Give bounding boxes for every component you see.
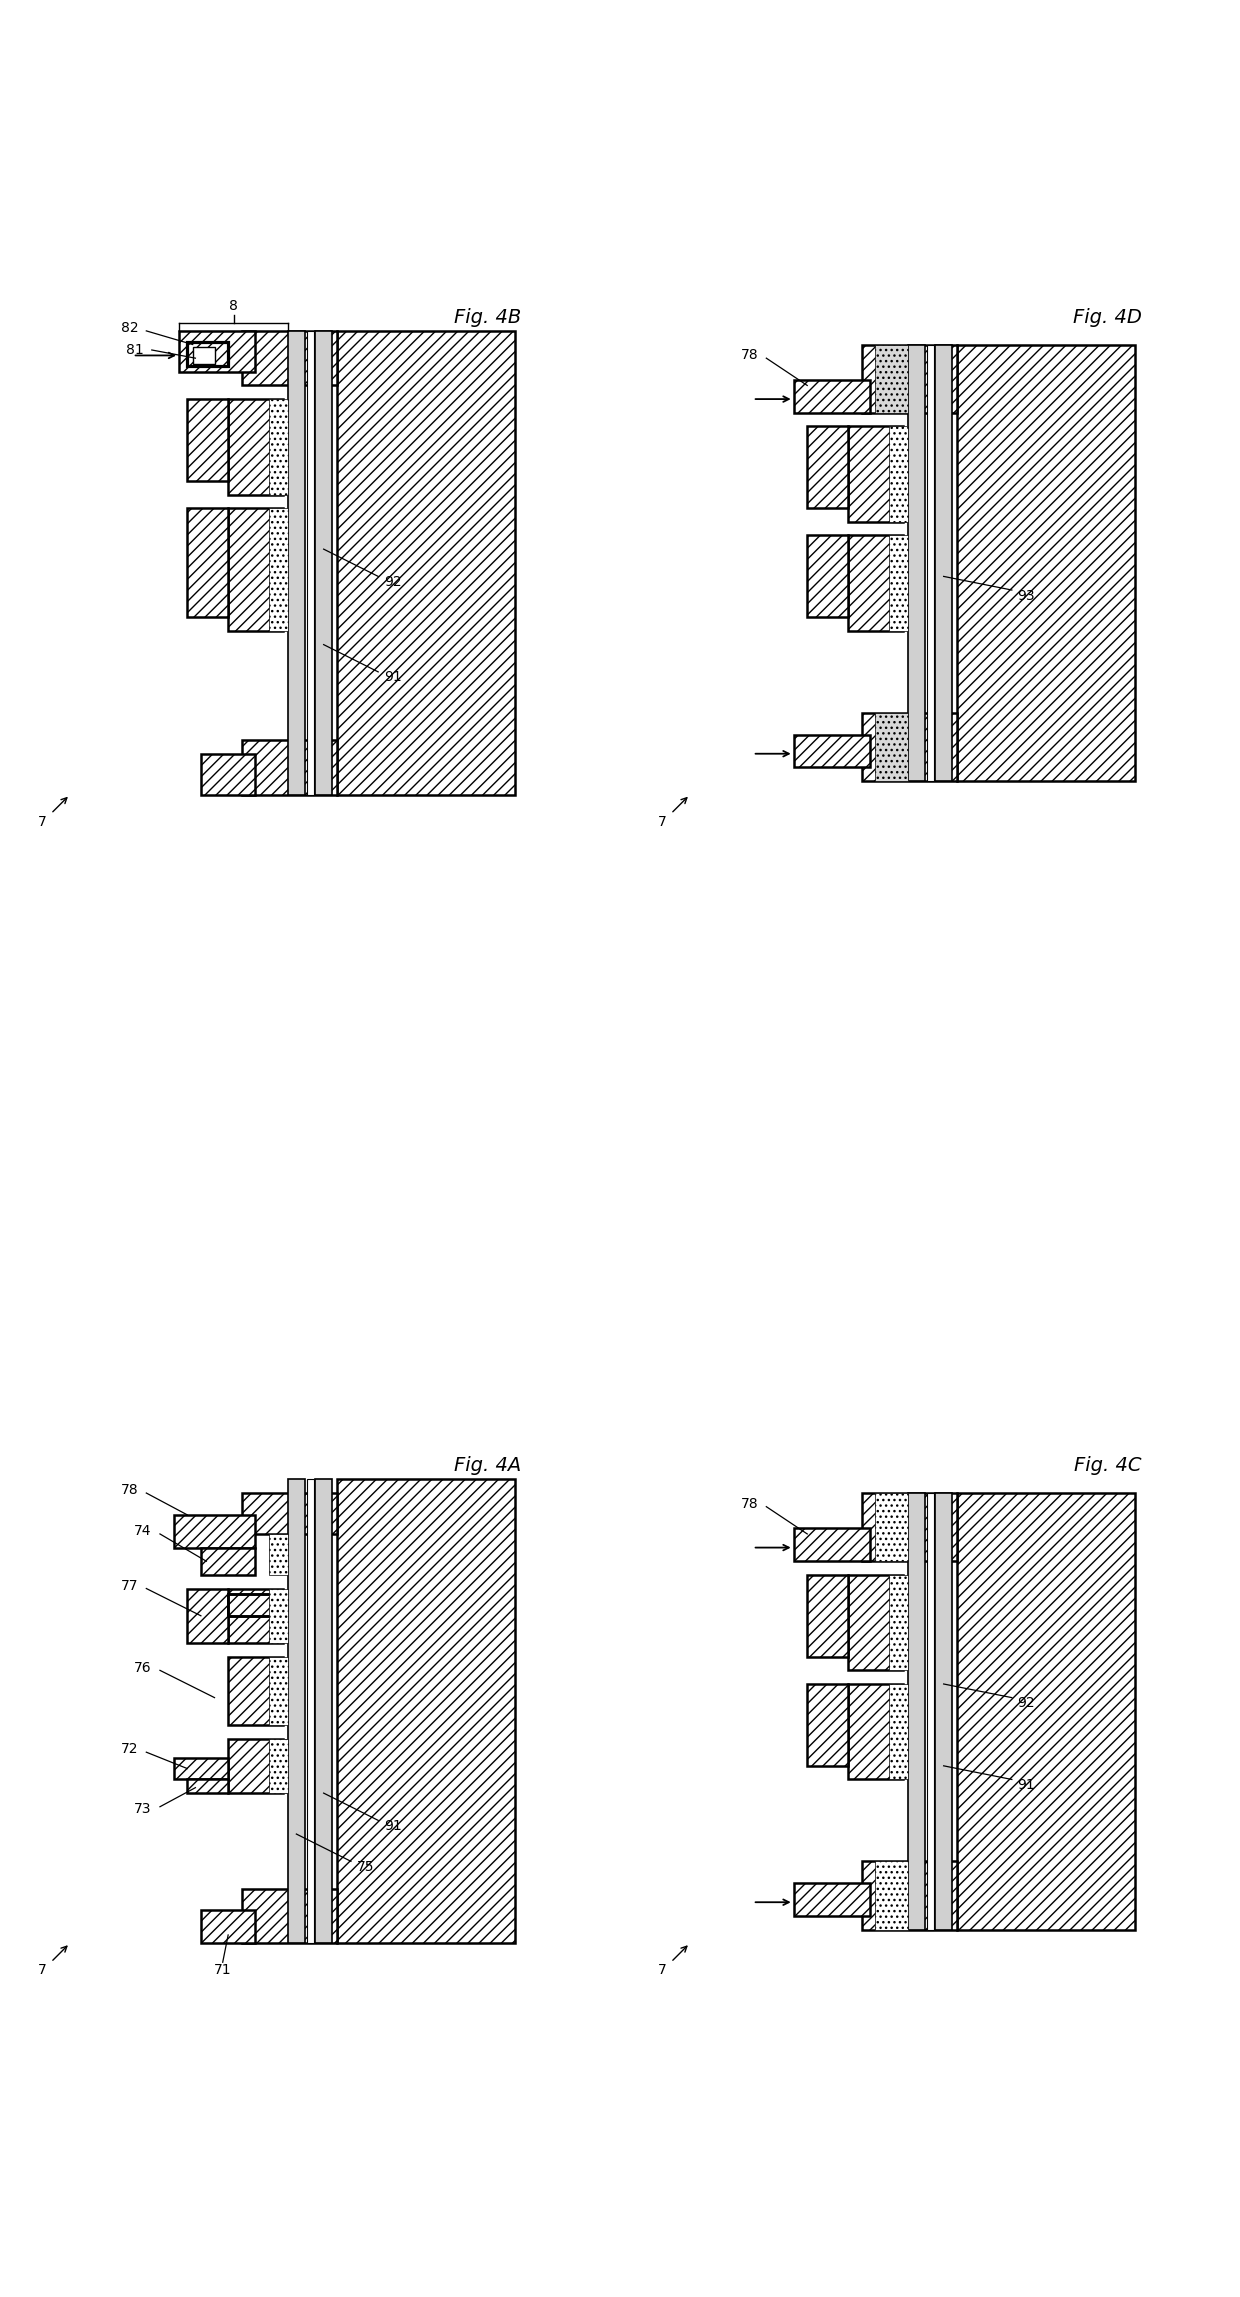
Bar	[187, 1780, 228, 1794]
Text: 74: 74	[134, 1525, 151, 1539]
Bar	[807, 427, 848, 508]
Bar	[187, 342, 228, 365]
Bar	[889, 1576, 908, 1670]
Bar	[928, 345, 934, 781]
Bar	[875, 345, 908, 413]
Bar	[269, 1534, 288, 1576]
Bar	[807, 535, 848, 618]
Bar	[201, 1548, 255, 1576]
Text: 7: 7	[658, 1964, 667, 1978]
Bar	[242, 1493, 337, 1534]
Bar	[908, 1493, 925, 1929]
Bar	[889, 535, 908, 632]
Text: 7: 7	[38, 815, 47, 829]
Text: 71: 71	[213, 1964, 232, 1978]
Bar	[192, 347, 215, 363]
Bar	[228, 1656, 283, 1725]
Bar	[269, 1656, 288, 1725]
Text: 91: 91	[383, 1819, 402, 1833]
Text: 92: 92	[383, 574, 402, 588]
Bar	[315, 331, 332, 795]
Bar	[794, 1528, 870, 1562]
Bar	[174, 1514, 255, 1548]
Bar	[875, 1861, 908, 1929]
Bar	[269, 400, 288, 494]
Bar	[337, 1479, 515, 1943]
Bar	[228, 400, 283, 494]
Text: 93: 93	[1017, 588, 1035, 602]
Bar	[269, 1590, 288, 1642]
Text: 8: 8	[229, 299, 238, 312]
Text: Fig. 4B: Fig. 4B	[454, 308, 521, 326]
Bar	[308, 331, 314, 795]
Text: 91: 91	[1017, 1778, 1035, 1792]
Text: 72: 72	[120, 1743, 138, 1757]
Bar	[848, 535, 903, 632]
Bar	[848, 427, 903, 521]
Bar	[228, 1594, 283, 1615]
Bar	[794, 735, 870, 767]
Text: 73: 73	[134, 1803, 151, 1817]
Bar	[187, 508, 228, 618]
Text: 77: 77	[120, 1578, 138, 1592]
Bar	[935, 345, 952, 781]
Bar	[957, 1493, 1135, 1929]
Text: Fig. 4A: Fig. 4A	[454, 1456, 521, 1475]
Bar	[875, 1493, 908, 1562]
Bar	[794, 1884, 870, 1916]
Bar	[862, 1493, 957, 1562]
Bar	[269, 1739, 288, 1794]
Bar	[242, 1888, 337, 1943]
Text: 78: 78	[740, 349, 758, 363]
Text: 82: 82	[120, 322, 138, 335]
Text: 91: 91	[383, 671, 402, 685]
Bar	[337, 331, 515, 795]
Bar	[242, 740, 337, 795]
Bar	[201, 1911, 255, 1943]
Bar	[201, 753, 255, 795]
Bar	[228, 508, 283, 632]
Bar	[794, 379, 870, 413]
Bar	[242, 331, 337, 386]
Bar	[228, 1739, 283, 1794]
Text: 81: 81	[125, 342, 144, 356]
Text: Fig. 4D: Fig. 4D	[1073, 308, 1142, 326]
Bar	[315, 1479, 332, 1943]
Bar	[848, 1684, 903, 1780]
Bar	[848, 1576, 903, 1670]
Bar	[875, 712, 908, 781]
Bar	[269, 508, 288, 632]
Bar	[889, 427, 908, 521]
Text: 92: 92	[1017, 1695, 1035, 1709]
Bar	[935, 1493, 952, 1929]
Text: 76: 76	[134, 1661, 151, 1675]
Bar	[288, 1479, 305, 1943]
Bar	[908, 345, 925, 781]
Bar	[957, 345, 1135, 781]
Text: 7: 7	[658, 815, 667, 829]
Text: 78: 78	[120, 1484, 138, 1498]
Bar	[889, 1684, 908, 1780]
Text: 75: 75	[356, 1861, 374, 1874]
Bar	[187, 400, 228, 480]
Bar	[228, 1590, 283, 1642]
Bar	[288, 331, 305, 795]
Bar	[862, 1861, 957, 1929]
Bar	[807, 1684, 848, 1766]
Bar	[174, 1757, 228, 1780]
Bar	[179, 331, 255, 372]
Bar	[928, 1493, 934, 1929]
Bar	[187, 1590, 228, 1642]
Text: 78: 78	[740, 1498, 758, 1511]
Bar	[862, 712, 957, 781]
Bar	[308, 1479, 314, 1943]
Text: 7: 7	[38, 1964, 47, 1978]
Text: Fig. 4C: Fig. 4C	[1074, 1456, 1141, 1475]
Bar	[862, 345, 957, 413]
Bar	[807, 1576, 848, 1656]
